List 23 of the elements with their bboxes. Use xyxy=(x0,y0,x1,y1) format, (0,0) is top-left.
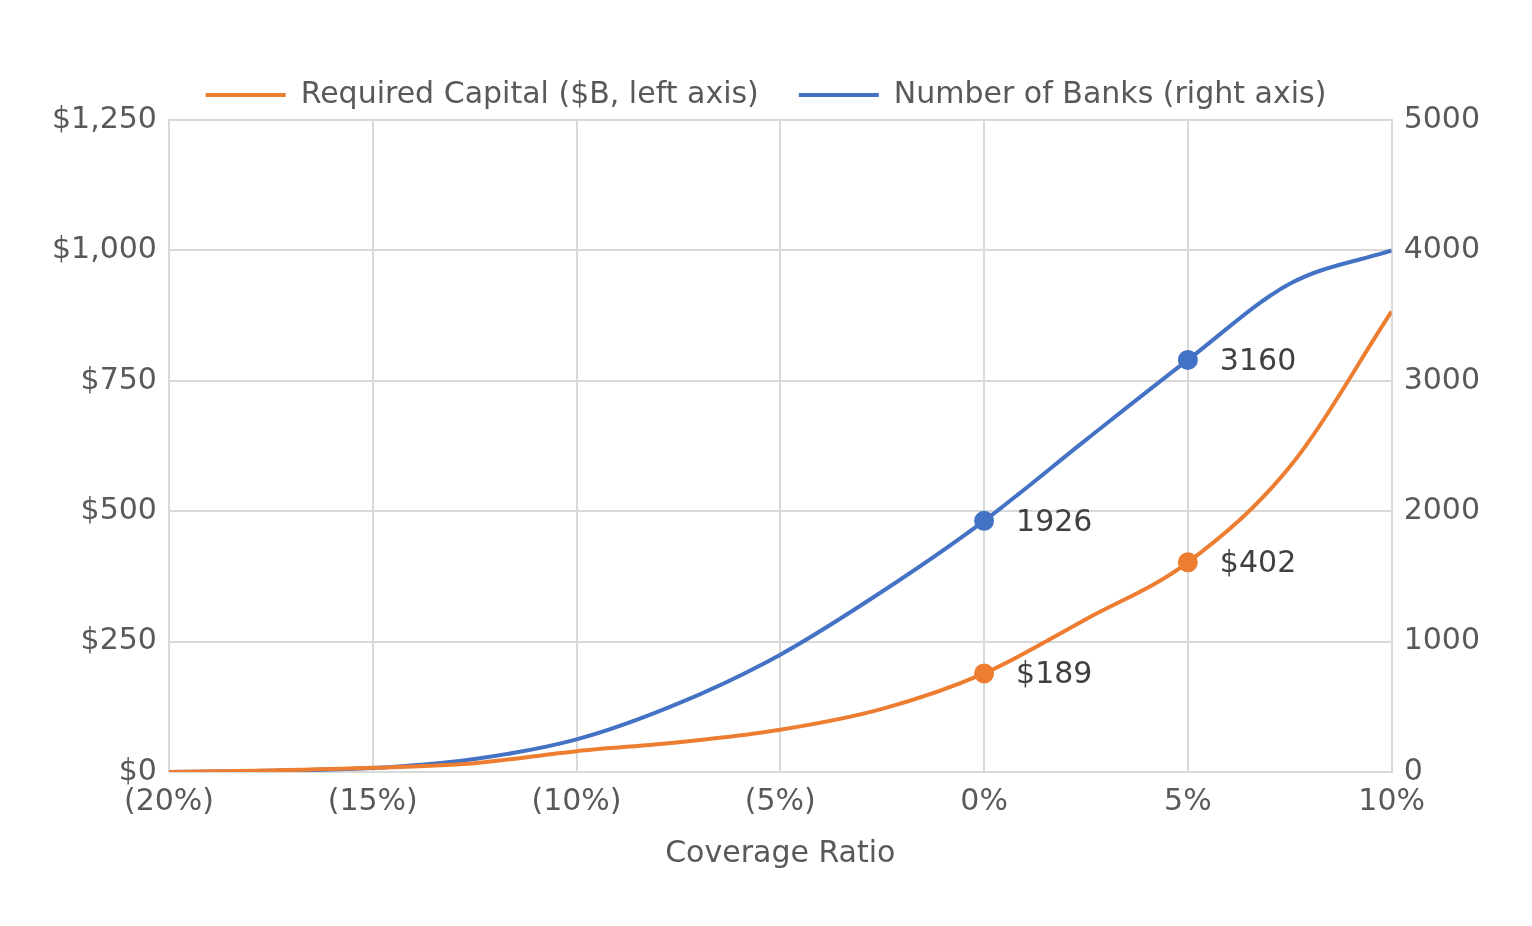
data-label: 3160 xyxy=(1219,341,1297,377)
y-tick-label: $0 xyxy=(118,751,157,787)
y-tick-label: $250 xyxy=(80,621,157,657)
data-label: $402 xyxy=(1219,544,1297,580)
x-tick-label: (15%) xyxy=(327,781,418,817)
x-tick-label: 0% xyxy=(960,781,1008,817)
y-tick-label: $1,250 xyxy=(51,99,157,135)
data-label: 1926 xyxy=(1016,502,1093,538)
y2-tick-label: 3000 xyxy=(1403,360,1481,396)
x-tick-label: (5%) xyxy=(744,781,816,817)
y2-tick-label: 1000 xyxy=(1403,621,1481,657)
y-tick-label: $500 xyxy=(80,491,157,526)
y-tick-label: $750 xyxy=(80,360,157,396)
x-axis-title: Coverage Ratio xyxy=(665,833,896,869)
legend-label: Required Capital ($B, left axis) xyxy=(300,74,759,110)
y2-tick-label: 4000 xyxy=(1403,230,1481,266)
y-tick-label: $1,000 xyxy=(51,230,157,266)
y2-tick-label: 5000 xyxy=(1403,99,1481,135)
x-tick-label: 5% xyxy=(1164,781,1212,817)
data-label: $189 xyxy=(1016,655,1093,691)
legend-label: Number of Banks (right axis) xyxy=(893,74,1327,110)
y2-tick-label: 2000 xyxy=(1403,491,1481,526)
x-tick-label: (10%) xyxy=(531,781,622,817)
